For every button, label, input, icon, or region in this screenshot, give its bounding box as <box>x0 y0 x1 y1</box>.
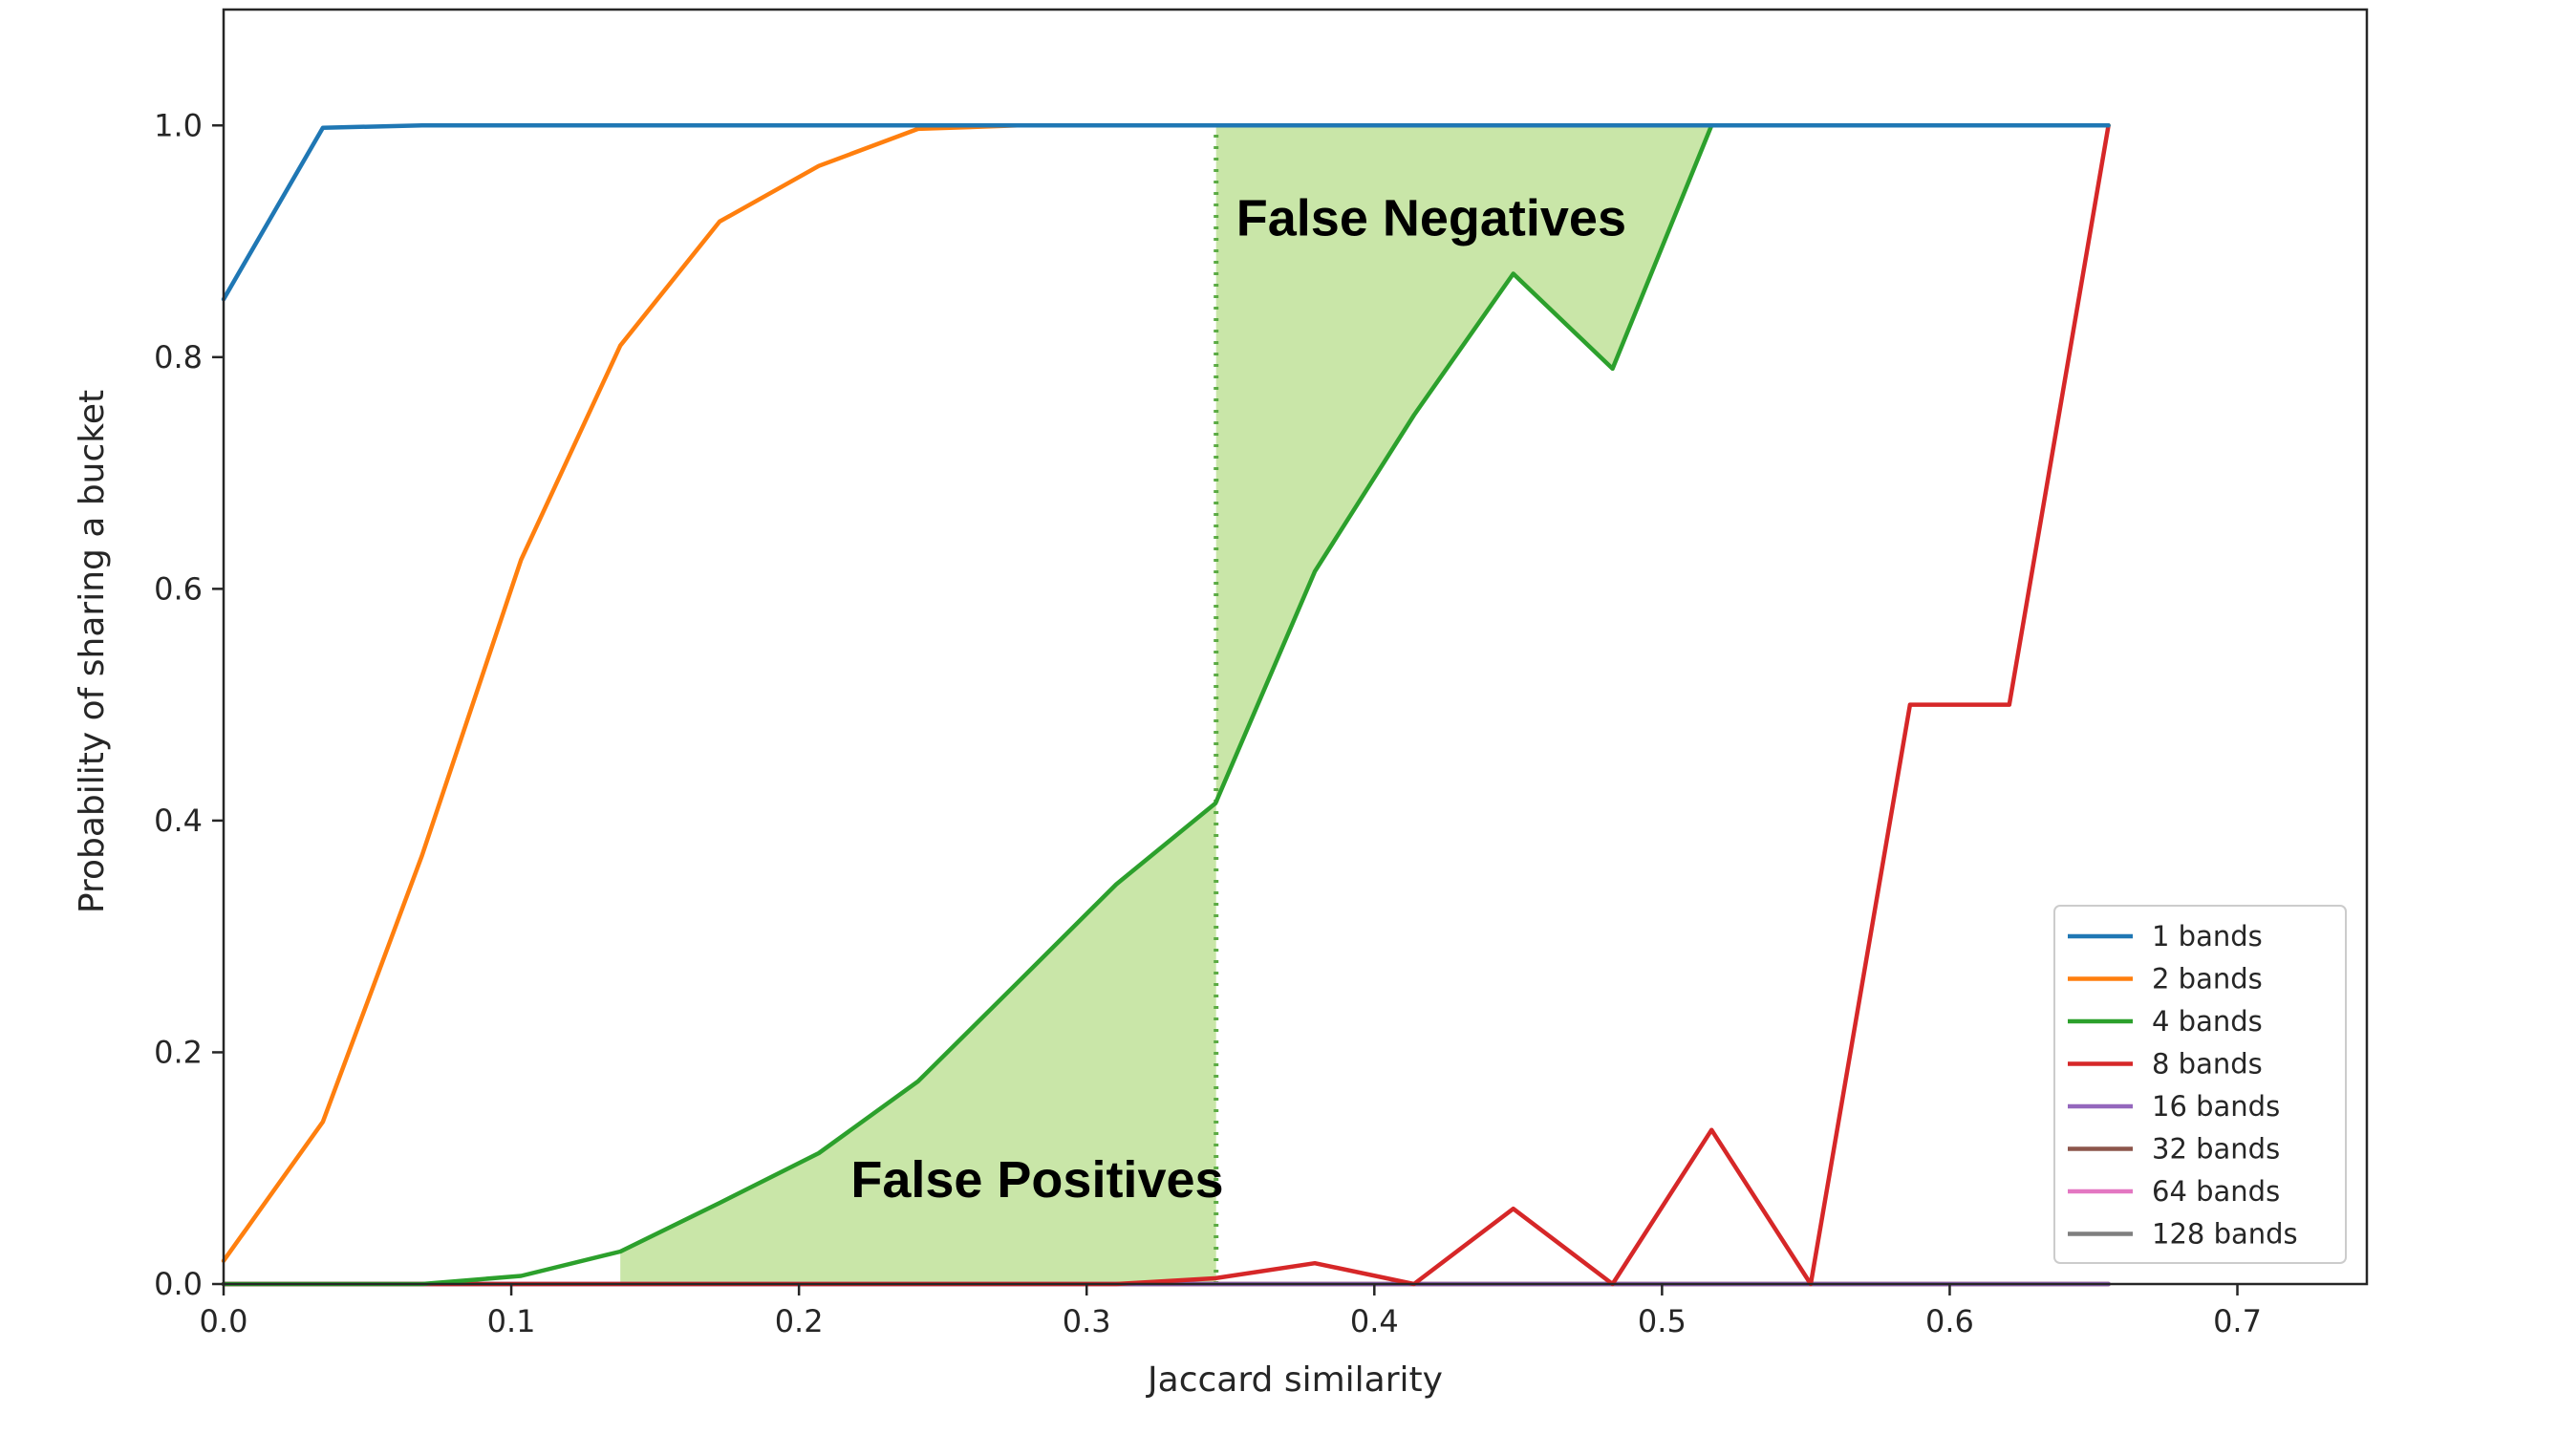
x-tick-label: 0.4 <box>1350 1303 1399 1339</box>
series-line-1-bands <box>221 123 2111 302</box>
plot-frame <box>222 8 2369 1286</box>
legend-label: 2 bands <box>2152 963 2263 996</box>
annotation-false-negatives: False Negatives <box>1236 189 1626 246</box>
legend-label: 4 bands <box>2152 1005 2263 1038</box>
y-tick-label: 1.0 <box>154 107 203 143</box>
y-tick-label: 0.6 <box>154 570 203 607</box>
y-tick-label: 0.8 <box>154 339 203 375</box>
legend-label: 8 bands <box>2152 1048 2263 1081</box>
legend-label: 64 bands <box>2152 1175 2280 1208</box>
x-tick-label: 0.5 <box>1638 1303 1687 1339</box>
x-tick-label: 0.2 <box>775 1303 824 1339</box>
highlight-regions <box>620 125 1712 1284</box>
y-tick-label: 0.0 <box>154 1266 203 1302</box>
legend-label: 32 bands <box>2152 1133 2280 1166</box>
false-negatives-region <box>1215 125 1712 803</box>
x-tick-label: 0.6 <box>1925 1303 1974 1339</box>
legend-box <box>2053 905 2347 1264</box>
annotations: False Negatives False Positives <box>850 189 1626 1209</box>
y-axis-label: Probability of sharing a bucket <box>73 390 112 913</box>
annotation-false-positives: False Positives <box>850 1151 1223 1209</box>
x-tick-label: 0.3 <box>1063 1303 1111 1339</box>
x-tick-label: 0.7 <box>2213 1303 2262 1339</box>
legend: 1 bands 2 bands 4 bands 8 bands 16 bands 32 b… <box>2053 905 2347 1264</box>
x-axis-label: Jaccard similarity <box>1146 1360 1443 1400</box>
legend-label: 128 bands <box>2152 1218 2298 1251</box>
axis-ticks: 0.0 0.1 0.2 0.3 0.4 0.5 0.6 0.7 0.0 0.2 0.4 0.6 0.8 1… <box>154 107 2262 1339</box>
x-tick-label: 0.0 <box>200 1303 248 1339</box>
y-tick-label: 0.2 <box>154 1034 203 1070</box>
legend-label: 16 bands <box>2152 1090 2280 1123</box>
false-positives-region <box>620 802 1216 1284</box>
y-tick-label: 0.4 <box>154 803 203 839</box>
legend-label: 1 bands <box>2152 920 2263 953</box>
x-tick-label: 0.1 <box>487 1303 536 1339</box>
